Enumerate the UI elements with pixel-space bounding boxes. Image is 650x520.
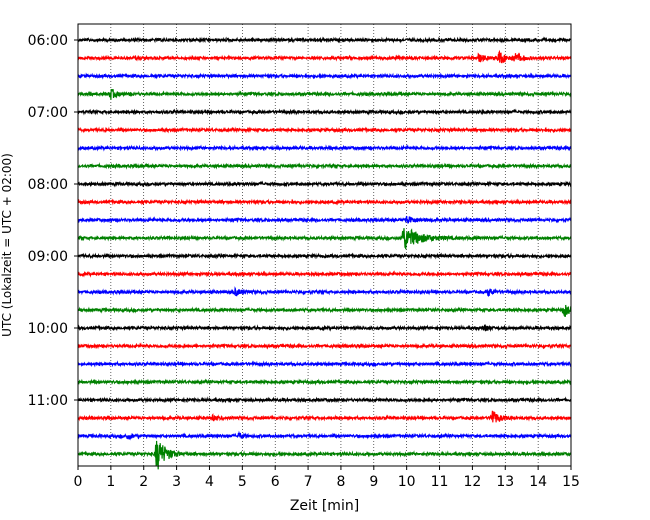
trace-line [77,360,572,368]
trace-line [77,88,572,100]
plot-frame [77,23,572,467]
trace-line [77,396,572,404]
trace-line [77,286,572,298]
trace-line [77,430,572,441]
trace-line [77,342,572,350]
trace-line [77,108,572,116]
trace-layer [77,36,572,470]
x-tick-label: 5 [238,474,247,490]
x-tick-label: 9 [369,474,378,490]
y-tick-label: 08:00 [28,177,68,193]
x-tick-layer: 0 1 2 3 4 5 6 7 8 9 10 11 12 13 14 15 [74,466,580,490]
x-tick-label: 14 [529,474,547,490]
trace-line [77,72,572,80]
x-tick-label: 12 [463,474,481,490]
y-axis-label: UTC (Lokalzeit = UTC + 02:00) [0,153,14,337]
x-tick-label: 13 [496,474,514,490]
x-tick-label: 7 [304,474,313,490]
x-tick-label: 4 [205,474,214,490]
x-axis-label: Zeit [min] [290,498,359,514]
trace-line [77,304,572,318]
y-tick-label: 10:00 [28,321,68,337]
x-tick-label: 11 [431,474,449,490]
x-tick-label: 8 [336,474,345,490]
x-tick-label: 0 [74,474,83,490]
trace-line [77,215,572,224]
x-tick-label: 1 [106,474,115,490]
trace-line [77,324,572,332]
trace-line [77,440,572,470]
trace-line [77,49,572,64]
trace-line [77,144,572,152]
x-tick-label: 2 [139,474,148,490]
trace-line [77,36,572,44]
x-tick-label: 10 [398,474,416,490]
x-tick-label: 6 [271,474,280,490]
trace-line [77,270,572,278]
trace-line [77,198,572,206]
trace-line [77,180,572,188]
y-tick-layer: 06:00 07:00 08:00 09:00 10:00 11:00 [28,33,78,409]
trace-line [77,228,572,250]
trace-line [77,162,572,170]
trace-line [77,126,572,134]
y-tick-label: 11:00 [28,393,68,409]
y-tick-label: 07:00 [28,105,68,121]
trace-line [77,252,572,260]
x-tick-label: 15 [562,474,580,490]
y-tick-label: 06:00 [28,33,68,49]
trace-line [77,410,572,423]
y-tick-label: 09:00 [28,249,68,265]
x-tick-label: 3 [172,474,181,490]
trace-line [77,378,572,386]
